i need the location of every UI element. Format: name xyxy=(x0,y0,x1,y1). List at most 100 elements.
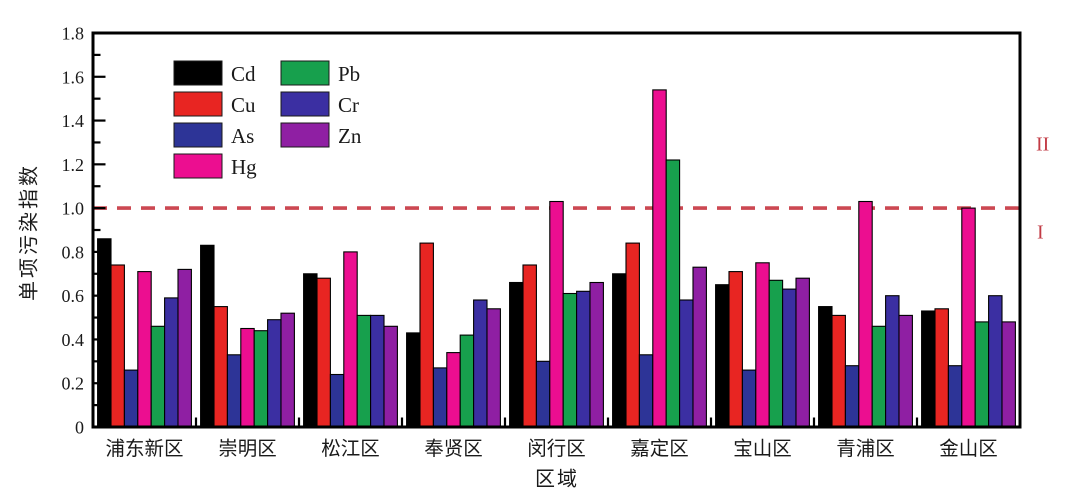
bar-Hg-6 xyxy=(755,262,770,428)
bar-Cr-8 xyxy=(988,295,1003,428)
y-tick-label: 0.6 xyxy=(62,286,85,306)
bar-Hg-7 xyxy=(858,200,873,428)
bar-Cu-5 xyxy=(625,242,640,428)
bar-Pb-1 xyxy=(253,330,269,428)
legend-swatch-Cr xyxy=(280,91,330,117)
bar-Zn-2 xyxy=(383,325,398,428)
bar-Cr-7 xyxy=(885,295,900,428)
bar-Cr-4 xyxy=(576,290,591,428)
legend-label-Cr: Cr xyxy=(338,93,359,117)
y-tick-label: 0.2 xyxy=(62,374,85,394)
category-label-6: 宝山区 xyxy=(733,438,792,460)
category-label-8: 金山区 xyxy=(939,438,998,460)
bar-Cu-4 xyxy=(522,264,537,428)
bar-Zn-3 xyxy=(486,308,501,428)
bar-Cr-2 xyxy=(370,314,385,428)
legend-swatch-Cu xyxy=(173,91,223,117)
bar-As-3 xyxy=(432,367,448,428)
bar-As-5 xyxy=(638,354,654,428)
x-axis-title: 区域 xyxy=(535,468,579,491)
bar-Zn-6 xyxy=(795,277,810,428)
y-axis-title: 单项污染指数 xyxy=(18,163,41,301)
legend-label-Pb: Pb xyxy=(338,62,360,86)
bar-Cr-5 xyxy=(679,299,694,428)
zone-label-i: I xyxy=(1037,221,1044,244)
bar-As-8 xyxy=(947,365,963,428)
bar-Cd-8 xyxy=(921,310,936,428)
bar-Pb-4 xyxy=(562,292,578,428)
bar-Cu-6 xyxy=(728,271,743,428)
y-tick-label: 1.6 xyxy=(62,67,85,87)
bar-Hg-5 xyxy=(652,89,667,428)
legend-label-Cd: Cd xyxy=(231,62,256,86)
zone-label-ii: II xyxy=(1036,133,1050,156)
bar-As-1 xyxy=(226,354,242,428)
bar-Cu-8 xyxy=(934,308,949,428)
bar-As-4 xyxy=(535,360,551,428)
category-label-4: 闵行区 xyxy=(527,438,586,460)
bar-Hg-2 xyxy=(343,251,358,428)
legend-label-As: As xyxy=(231,124,254,148)
category-label-1: 崇明区 xyxy=(218,438,277,460)
bar-Pb-5 xyxy=(665,159,681,428)
bar-Zn-7 xyxy=(898,314,913,428)
bar-Cd-5 xyxy=(612,273,627,428)
legend-swatch-Pb xyxy=(280,60,330,86)
bar-Zn-8 xyxy=(1001,321,1016,428)
bar-Hg-3 xyxy=(446,352,461,428)
bar-Pb-0 xyxy=(150,325,166,428)
legend-swatch-Cd xyxy=(173,60,223,86)
bar-Pb-6 xyxy=(768,279,784,428)
legend-swatch-Zn xyxy=(280,122,330,148)
bar-Cr-3 xyxy=(473,299,488,428)
y-tick-label: 1.2 xyxy=(62,155,85,175)
bar-Pb-3 xyxy=(459,334,475,428)
bar-Cr-1 xyxy=(267,319,282,428)
bar-Cd-6 xyxy=(715,284,730,428)
bar-Hg-4 xyxy=(549,200,564,428)
plot-border xyxy=(91,31,1022,429)
category-label-2: 松江区 xyxy=(321,438,380,460)
legend-label-Zn: Zn xyxy=(338,124,362,148)
category-label-0: 浦东新区 xyxy=(105,438,183,460)
legend-swatch-As xyxy=(173,122,223,148)
bar-Cr-6 xyxy=(782,288,797,428)
bar-Hg-1 xyxy=(240,327,255,428)
y-tick-label: 1.0 xyxy=(62,199,85,219)
bar-Hg-8 xyxy=(961,207,976,428)
bar-As-6 xyxy=(741,369,757,428)
bar-Cd-4 xyxy=(509,281,524,428)
bar-Pb-7 xyxy=(871,325,887,428)
bar-As-0 xyxy=(123,369,139,428)
y-tick-label: 0.8 xyxy=(62,242,85,262)
bar-Hg-0 xyxy=(137,271,152,428)
bar-Cu-0 xyxy=(110,264,125,428)
category-label-7: 青浦区 xyxy=(836,438,895,460)
bar-Cd-7 xyxy=(818,306,833,428)
y-tick-label: 0.4 xyxy=(62,330,85,350)
bar-Zn-5 xyxy=(692,266,707,428)
bar-Cd-1 xyxy=(200,244,215,428)
bar-Pb-2 xyxy=(356,314,372,428)
y-tick-label: 1.4 xyxy=(62,111,85,131)
bar-Cu-1 xyxy=(213,306,228,428)
bar-Cr-0 xyxy=(164,297,179,428)
bar-Cu-3 xyxy=(419,242,434,428)
y-tick-label: 1.8 xyxy=(62,24,85,44)
bar-Cd-0 xyxy=(97,238,112,428)
bar-Pb-8 xyxy=(974,321,990,428)
legend-label-Hg: Hg xyxy=(231,155,257,179)
category-label-5: 嘉定区 xyxy=(630,438,689,460)
bar-Zn-0 xyxy=(177,268,192,428)
bar-Cu-2 xyxy=(316,277,331,428)
bar-Cu-7 xyxy=(831,314,846,428)
y-tick-label: 0 xyxy=(75,418,84,438)
bar-As-2 xyxy=(329,373,345,428)
category-label-3: 奉贤区 xyxy=(424,438,483,460)
bar-Cd-2 xyxy=(303,273,318,428)
legend-swatch-Hg xyxy=(173,153,223,179)
legend-label-Cu: Cu xyxy=(231,93,256,117)
bar-Cd-3 xyxy=(406,332,421,428)
